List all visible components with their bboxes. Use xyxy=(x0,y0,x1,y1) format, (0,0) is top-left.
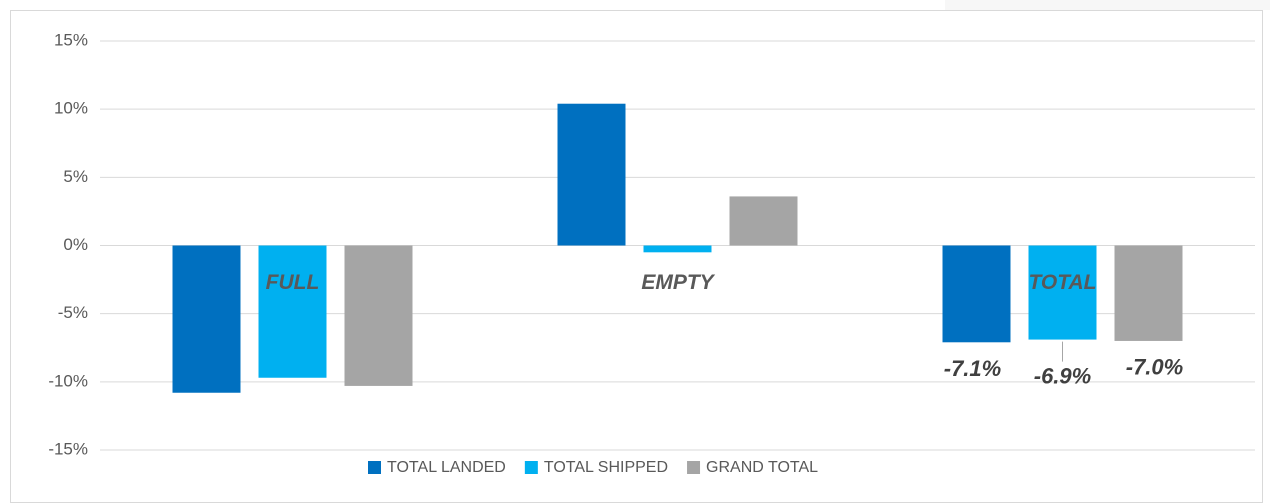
bar xyxy=(172,245,241,393)
category-label: FULL xyxy=(266,271,320,294)
data-label: -6.9% xyxy=(1034,363,1091,388)
bar xyxy=(557,103,626,246)
bar xyxy=(643,245,712,253)
y-tick-label: -10% xyxy=(48,371,88,390)
y-tick-label: 10% xyxy=(54,99,88,118)
y-tick-label: 5% xyxy=(63,167,88,186)
legend-label: TOTAL LANDED xyxy=(387,459,506,476)
legend-swatch xyxy=(368,461,381,474)
y-tick-label: -5% xyxy=(58,303,88,322)
bar xyxy=(1028,245,1097,340)
bar xyxy=(729,196,798,246)
data-label: -7.0% xyxy=(1126,355,1183,380)
category-label: TOTAL xyxy=(1028,271,1096,294)
category-label: EMPTY xyxy=(641,271,715,294)
background-strip xyxy=(945,0,1270,10)
chart-border xyxy=(10,10,1263,503)
y-tick-label: 15% xyxy=(54,30,88,49)
legend-swatch xyxy=(524,461,538,474)
bar xyxy=(344,245,413,386)
bar xyxy=(942,245,1011,343)
data-label: -7.1% xyxy=(944,356,1001,381)
bar xyxy=(1114,245,1183,341)
legend-label: TOTAL SHIPPED xyxy=(544,459,668,476)
legend-swatch xyxy=(687,461,701,474)
y-tick-label: 0% xyxy=(63,235,88,254)
legend-label: GRAND TOTAL xyxy=(706,459,818,476)
y-tick-label: -15% xyxy=(48,439,88,458)
bar xyxy=(258,245,327,378)
